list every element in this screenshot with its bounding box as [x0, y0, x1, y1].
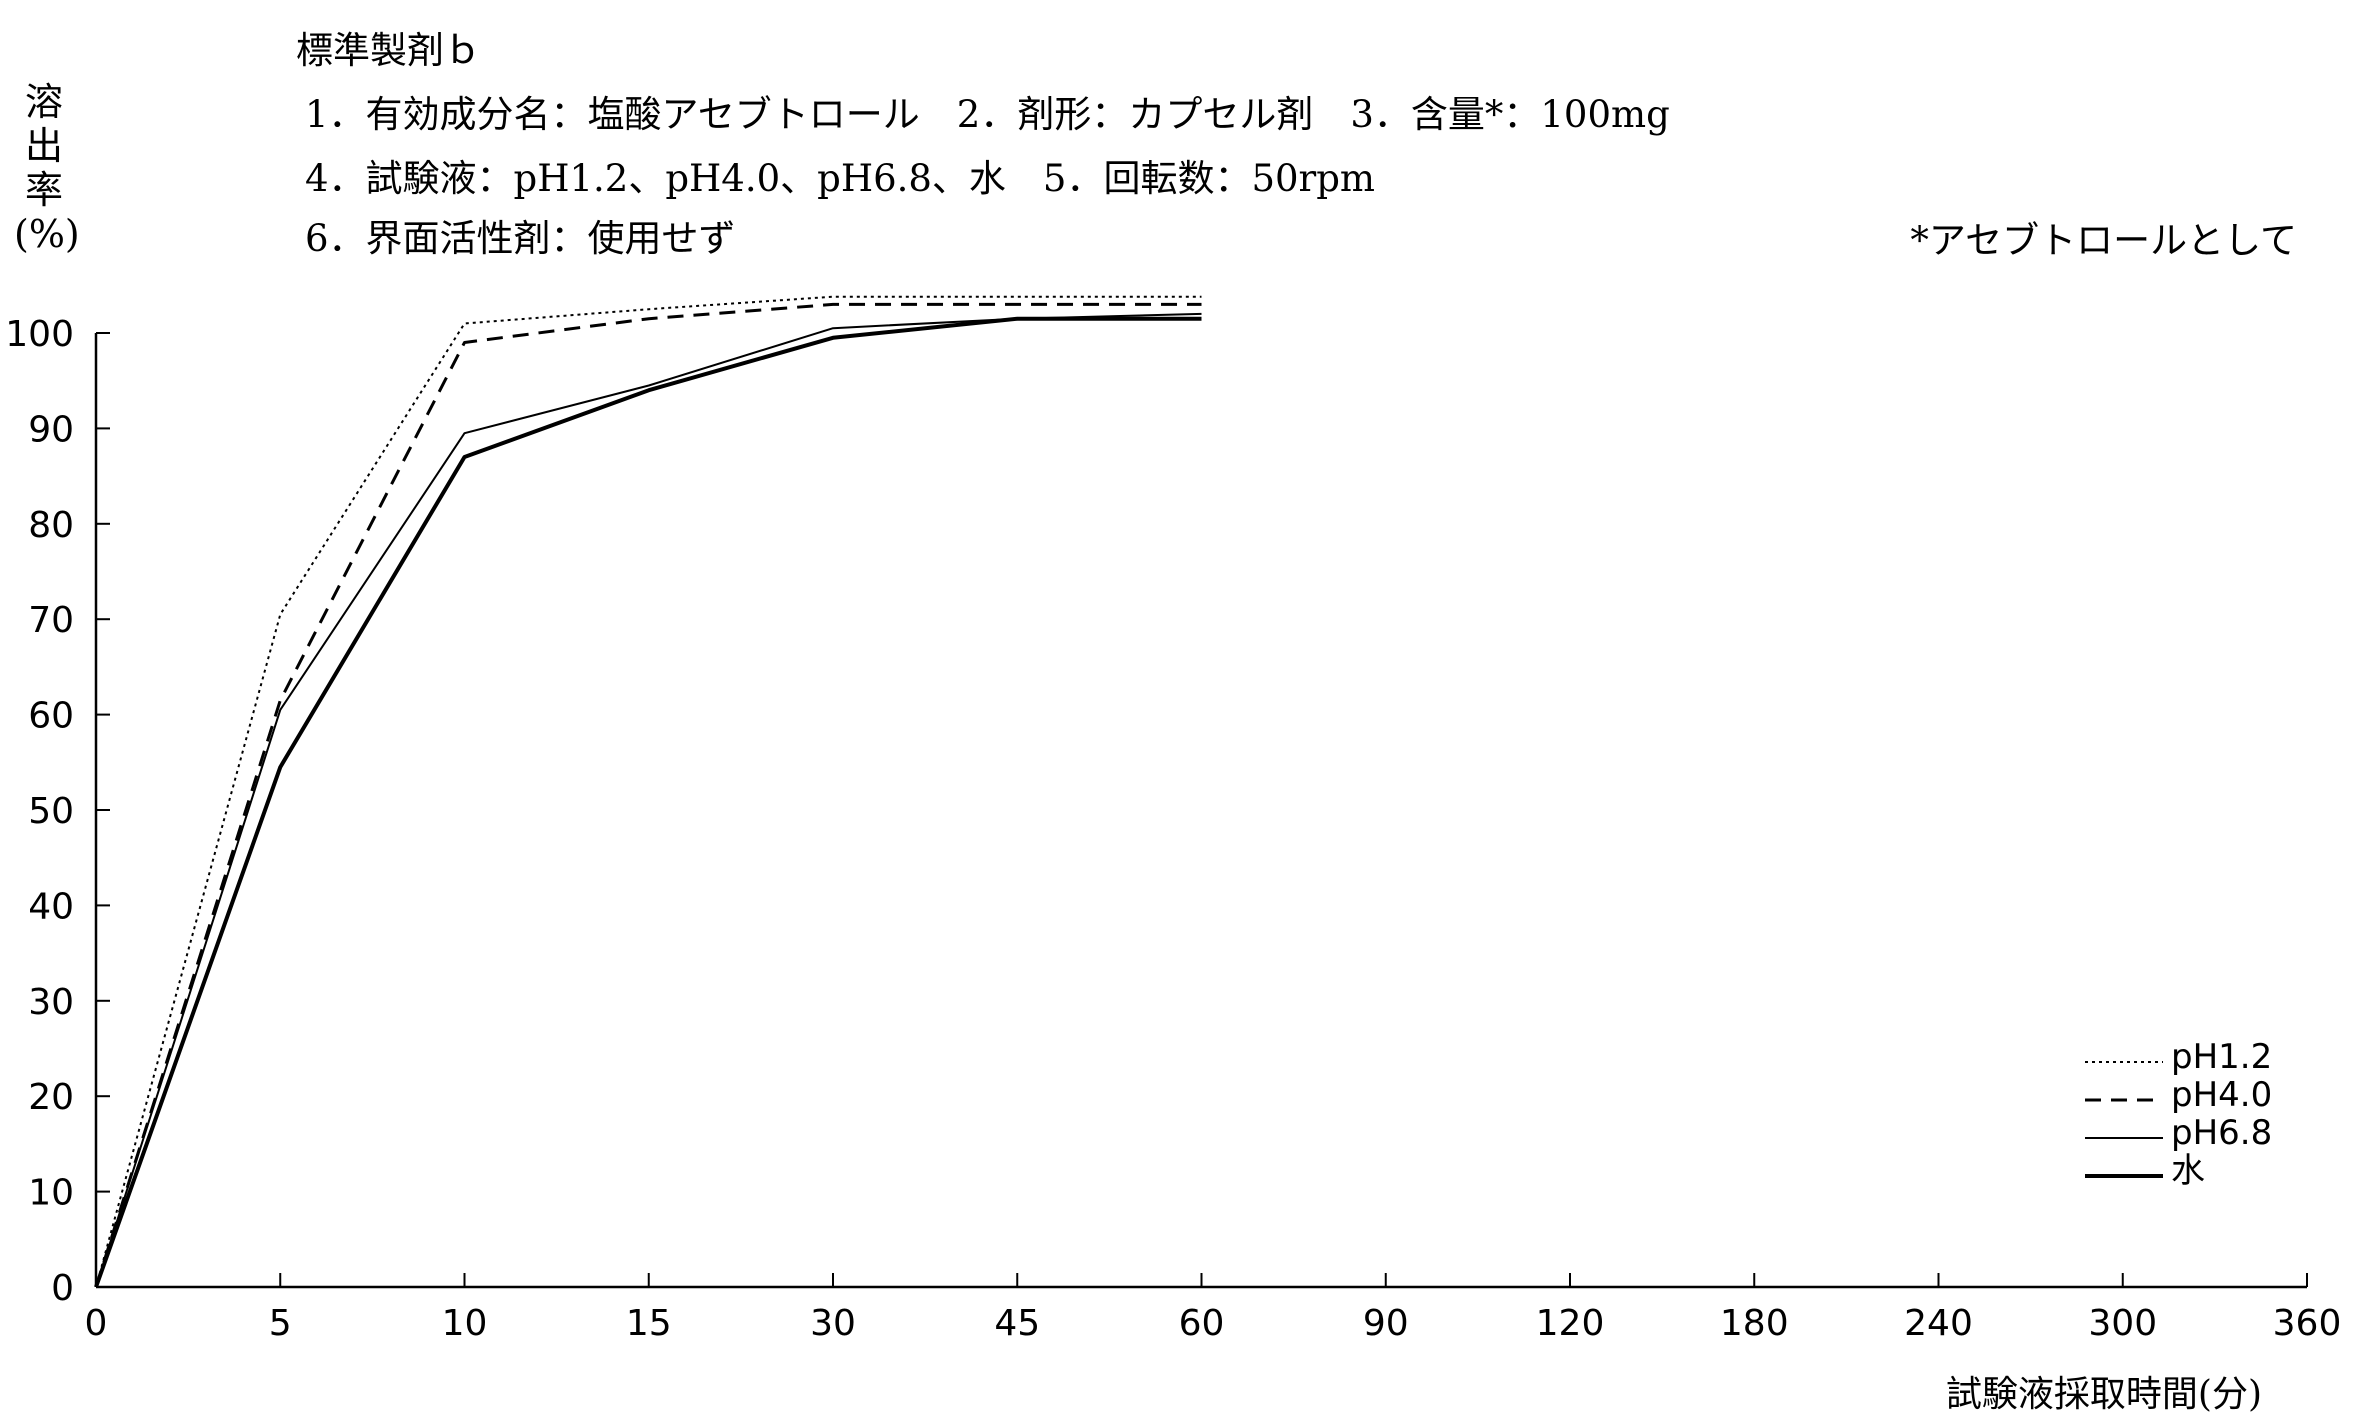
y-tick-label: 40 — [28, 886, 74, 927]
series-line-pH4.0 — [94, 302, 1202, 1288]
x-tick-label: 60 — [1179, 1303, 1225, 1344]
y-tick-label: 70 — [28, 600, 74, 641]
x-tick-label: 45 — [994, 1303, 1040, 1344]
x-tick-label: 360 — [2273, 1303, 2342, 1344]
y-tick-label: 10 — [28, 1173, 74, 1214]
y-tick-label: 0 — [51, 1268, 74, 1309]
x-tick-label: 240 — [1904, 1303, 1973, 1344]
header-line-2: 4．試験液：pH1.2、pH4.0、pH6.8、水 5．回転数：50rpm — [305, 157, 1375, 200]
y-tick-label: 90 — [28, 409, 74, 450]
x-tick-label: 120 — [1536, 1303, 1605, 1344]
header-line-3: 6．界面活性剤：使用せず — [305, 217, 736, 260]
product-name: 標準製剤ｂ — [296, 29, 481, 72]
y-tick-label: 100 — [5, 314, 74, 355]
y-tick-label: 20 — [28, 1077, 74, 1118]
x-axis-label: 試験液採取時間(分) — [1945, 1374, 2262, 1415]
x-tick-label: 5 — [269, 1303, 292, 1344]
y-tick-label: 60 — [28, 696, 74, 737]
legend-label: pH1.2 — [2171, 1037, 2272, 1077]
series-line-pH1.2 — [95, 295, 1202, 1288]
x-tick-label: 90 — [1363, 1303, 1409, 1344]
x-tick-label: 30 — [810, 1303, 856, 1344]
y-tick-label: 30 — [28, 982, 74, 1023]
y-tick-label: 80 — [28, 505, 74, 546]
legend-label: pH4.0 — [2171, 1075, 2272, 1115]
x-tick-label: 300 — [2088, 1303, 2157, 1344]
x-tick-label: 10 — [442, 1303, 488, 1344]
x-tick-label: 0 — [85, 1303, 108, 1344]
legend-label: pH6.8 — [2171, 1113, 2272, 1153]
series-line-pH6.8 — [95, 312, 1202, 1288]
y-axis-label: 溶出率(%) — [14, 80, 80, 256]
y-tick-label: 50 — [28, 791, 74, 832]
header-line-1: 1．有効成分名：塩酸アセブトロール 2．剤形：カプセル剤 3．含量*：100mg — [305, 93, 1670, 136]
footnote: *アセブトロールとして — [1910, 219, 2297, 262]
series-line-水 — [94, 316, 1202, 1288]
x-tick-label: 180 — [1720, 1303, 1789, 1344]
x-tick-label: 15 — [626, 1303, 672, 1344]
legend-label: 水 — [2171, 1151, 2205, 1191]
